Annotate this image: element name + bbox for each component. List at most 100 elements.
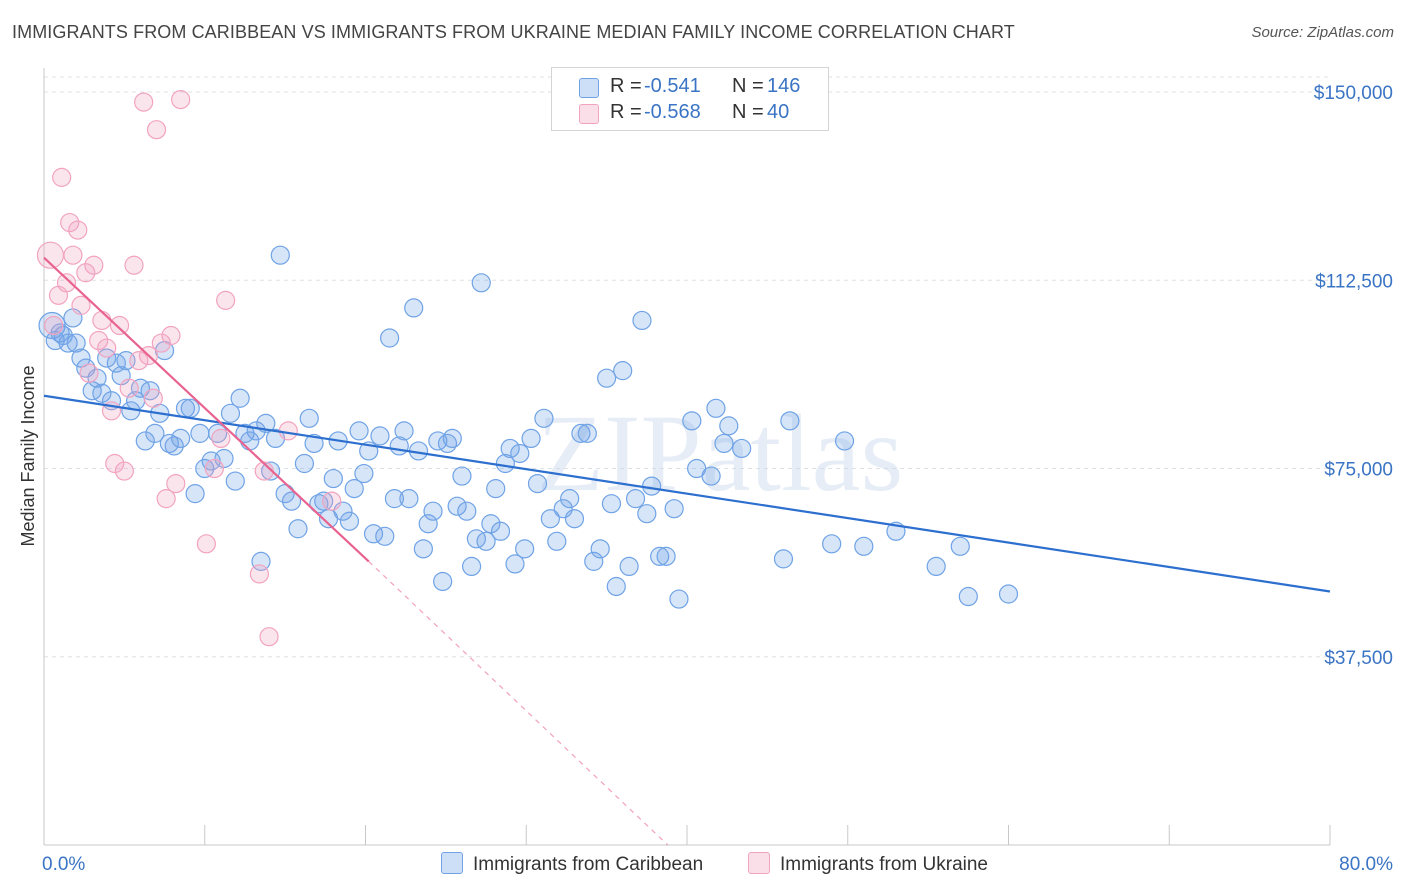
caribbean-point xyxy=(664,499,684,519)
caribbean-point xyxy=(294,453,315,474)
ukraine-point xyxy=(134,92,154,112)
caribbean-point xyxy=(637,504,657,524)
caribbean-point xyxy=(606,576,626,597)
caribbean-point xyxy=(50,323,70,343)
caribbean-point xyxy=(560,489,580,509)
caribbean-point xyxy=(288,519,308,539)
bottom-legend-label: Immigrants from Caribbean xyxy=(473,854,704,875)
ukraine-point xyxy=(52,167,72,187)
caribbean-point xyxy=(500,438,520,459)
caribbean-point xyxy=(214,448,234,469)
caribbean-point xyxy=(314,491,334,511)
ukraine-point xyxy=(56,273,77,293)
legend-n-value: 146 xyxy=(767,75,801,97)
caribbean-point xyxy=(950,536,970,556)
caribbean-point xyxy=(650,546,670,566)
caribbean-point xyxy=(71,348,91,368)
chart-source: Source: ZipAtlas.com xyxy=(1251,24,1394,41)
caribbean-point xyxy=(135,431,155,451)
caribbean-point xyxy=(527,473,548,494)
ukraine-point xyxy=(146,120,167,140)
caribbean-point xyxy=(854,536,874,556)
caribbean-point xyxy=(433,571,453,592)
y-tick-label: $75,000 xyxy=(1324,460,1393,481)
caribbean-point xyxy=(601,494,622,514)
ukraine-point xyxy=(196,534,216,554)
grid-layer xyxy=(44,76,1330,658)
bottom-legend-label: Immigrants from Ukraine xyxy=(780,854,988,875)
legend-n-label: N = xyxy=(732,75,764,97)
ukraine-point xyxy=(124,255,144,275)
caribbean-point xyxy=(597,368,617,388)
caribbean-point xyxy=(363,524,384,544)
ukraine-point xyxy=(97,338,117,358)
caribbean-point xyxy=(457,501,477,521)
caribbean-point xyxy=(998,584,1019,604)
caribbean-point xyxy=(442,428,462,449)
ukraine-trend-extension xyxy=(368,560,669,846)
caribbean-point xyxy=(656,546,676,566)
caribbean-point xyxy=(208,423,228,443)
ukraine-point xyxy=(68,220,88,240)
legend-row-ukraine: R = -0.568 N = 40 xyxy=(552,101,828,127)
ukraine-point xyxy=(44,315,64,336)
caribbean-point xyxy=(423,501,443,521)
caribbean-point xyxy=(682,411,702,431)
caribbean-trend-line xyxy=(43,394,1331,593)
caribbean-point xyxy=(171,428,191,449)
y-tick-label: $37,500 xyxy=(1324,648,1393,669)
caribbean-point xyxy=(701,466,721,486)
caribbean-point xyxy=(476,531,496,551)
caribbean-point xyxy=(471,273,491,293)
caribbean-point xyxy=(510,443,530,464)
ukraine-point xyxy=(79,363,99,383)
ukraine-points xyxy=(36,89,342,647)
caribbean-point xyxy=(714,433,734,454)
ukraine-point xyxy=(76,263,96,283)
caribbean-point xyxy=(571,423,591,443)
caribbean-point xyxy=(773,549,794,569)
caribbean-point xyxy=(97,348,117,368)
caribbean-point xyxy=(370,426,390,446)
bottom-legend-swatch-pink xyxy=(748,852,770,874)
ukraine-point xyxy=(119,378,139,398)
y-tick-label: $150,000 xyxy=(1314,83,1393,104)
caribbean-point xyxy=(452,466,472,486)
caribbean-point xyxy=(447,496,467,516)
caribbean-point xyxy=(613,361,633,381)
legend-r-value: -0.568 xyxy=(644,101,701,123)
caribbean-point xyxy=(584,551,604,571)
caribbean-point xyxy=(404,298,424,318)
legend-r-label: R = xyxy=(610,101,642,123)
chart-title: IMMIGRANTS FROM CARIBBEAN VS IMMIGRANTS … xyxy=(12,22,1015,42)
ukraine-point xyxy=(259,627,279,647)
caribbean-point xyxy=(534,408,554,428)
caribbean-points xyxy=(38,245,1019,609)
legend-r-label: R = xyxy=(610,75,642,97)
legend-swatch-pink xyxy=(579,104,599,124)
ukraine-point xyxy=(109,315,130,336)
ukraine-point xyxy=(129,351,149,371)
caribbean-point xyxy=(190,423,210,443)
ukraine-point xyxy=(171,89,191,110)
bottom-legend-caribbean: Immigrants from Caribbean xyxy=(441,852,703,876)
ukraine-point xyxy=(161,325,181,346)
caribbean-point xyxy=(354,463,374,484)
ukraine-point xyxy=(63,245,83,265)
legend-n-label: N = xyxy=(732,101,764,123)
caribbean-point xyxy=(304,433,324,454)
ukraine-point xyxy=(71,295,91,315)
caribbean-point xyxy=(225,471,245,491)
caribbean-point xyxy=(547,531,567,551)
caribbean-point xyxy=(349,421,369,441)
ukraine-point xyxy=(105,453,125,474)
caribbean-point xyxy=(521,428,541,449)
ukraine-point xyxy=(204,458,224,479)
caribbean-point xyxy=(58,333,78,353)
y-tick-label: $112,500 xyxy=(1315,271,1393,292)
ukraine-point xyxy=(143,388,163,408)
caribbean-point xyxy=(164,436,184,456)
caribbean-point xyxy=(180,398,200,418)
ukraine-point xyxy=(89,330,109,351)
caribbean-point xyxy=(384,489,405,509)
